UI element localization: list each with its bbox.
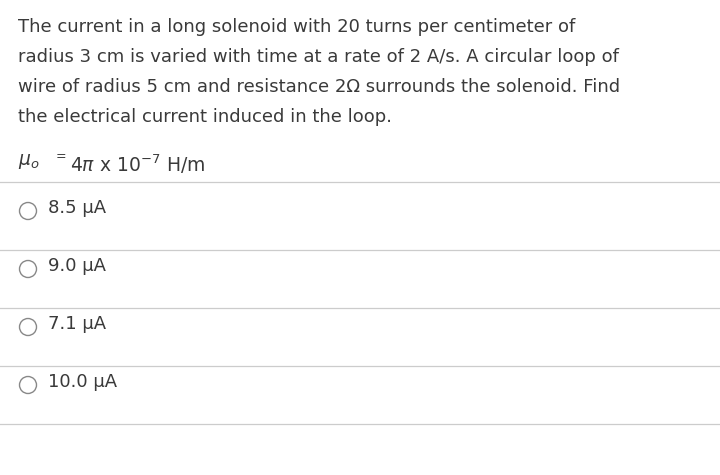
Text: $\mu_o$: $\mu_o$ (18, 152, 40, 171)
Text: 10.0 μA: 10.0 μA (48, 373, 117, 391)
Text: =: = (56, 150, 67, 163)
Text: $4\pi$ x 10$^{-7}$ H/m: $4\pi$ x 10$^{-7}$ H/m (70, 152, 205, 175)
Text: radius 3 cm is varied with time at a rate of 2 A/s. A circular loop of: radius 3 cm is varied with time at a rat… (18, 48, 619, 66)
Text: the electrical current induced in the loop.: the electrical current induced in the lo… (18, 108, 392, 126)
Text: 9.0 μA: 9.0 μA (48, 257, 106, 275)
Text: 8.5 μA: 8.5 μA (48, 199, 106, 217)
Text: wire of radius 5 cm and resistance 2Ω surrounds the solenoid. Find: wire of radius 5 cm and resistance 2Ω su… (18, 78, 620, 96)
Text: 7.1 μA: 7.1 μA (48, 315, 106, 333)
Text: The current in a long solenoid with 20 turns per centimeter of: The current in a long solenoid with 20 t… (18, 18, 575, 36)
